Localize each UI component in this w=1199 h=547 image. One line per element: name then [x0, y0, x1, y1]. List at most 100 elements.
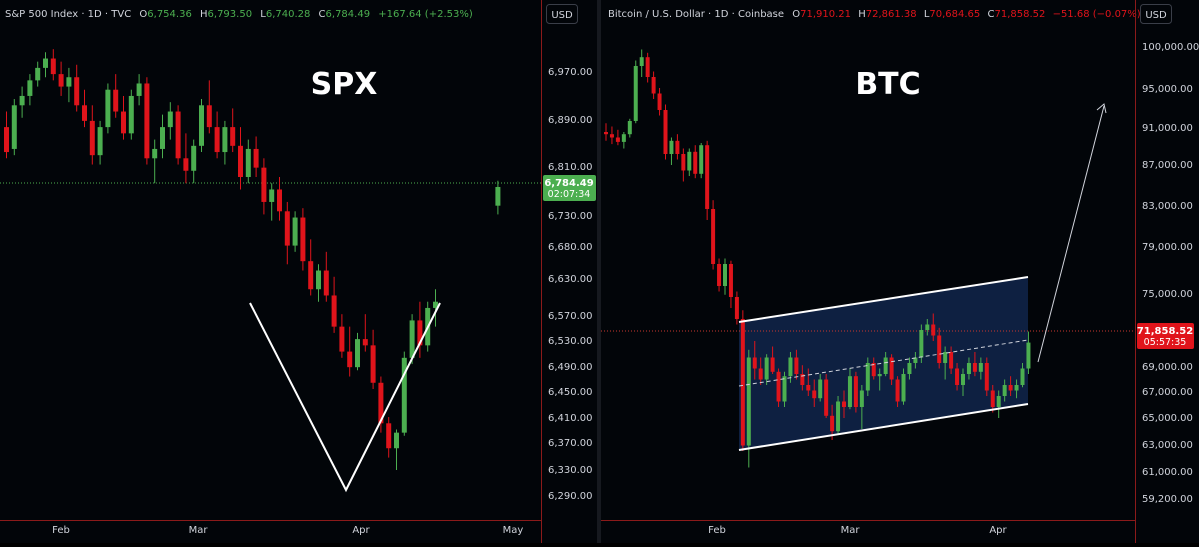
- btc-candle: [800, 365, 805, 391]
- btc-candle: [776, 368, 781, 407]
- btc-candle: [699, 143, 704, 179]
- btc-candle: [633, 60, 638, 124]
- spx-candle: [386, 417, 392, 458]
- spx-legend: S&P 500 Index · 1D · TVC O6,754.36 H6,79…: [5, 9, 473, 20]
- btc-candle: [818, 374, 823, 402]
- svg-text:05:57:35: 05:57:35: [1144, 337, 1187, 348]
- spx-candle: [74, 64, 80, 112]
- spx-candle: [175, 105, 181, 165]
- spx-candle: [136, 74, 142, 106]
- btc-price-tick-label: 87,000.00: [1142, 160, 1193, 171]
- btc-projection-arrow: [1037, 105, 1105, 363]
- btc-candle: [1002, 379, 1007, 402]
- btc-price-axis: 100,000.00 95,000.00 91,000.00 87,000.00 83,…: [1142, 42, 1199, 505]
- spx-price-axis: 6,970.00 6,890.00 6,810.00 6,730.00 6,680.00…: [548, 67, 593, 502]
- spx-candle: [238, 127, 243, 190]
- btc-price-tick-label: 100,000.00: [1142, 42, 1199, 53]
- spx-candle: [401, 351, 407, 436]
- spx-candle: [378, 376, 384, 433]
- spx-candle: [277, 177, 282, 221]
- spx-candle: [199, 99, 204, 153]
- btc-candle: [907, 357, 912, 380]
- btc-candle: [604, 123, 608, 141]
- spx-annotation-label: SPX: [311, 67, 378, 102]
- spx-candle: [66, 67, 72, 103]
- btc-time-tick-label: Mar: [841, 525, 861, 536]
- spx-price-tick-label: 6,890.00: [548, 115, 593, 126]
- spx-price-tick-label: 6,370.00: [548, 438, 593, 449]
- spx-candle: [362, 314, 368, 352]
- btc-candle: [687, 148, 692, 176]
- btc-channel-bottom-line: [738, 403, 1029, 451]
- spx-candle: [409, 314, 415, 365]
- svg-text:71,858.52: 71,858.52: [1137, 326, 1193, 337]
- btc-candle: [728, 260, 733, 308]
- spx-candle: [160, 114, 165, 159]
- spx-candle: [50, 49, 56, 81]
- btc-price-tick-label: 83,000.00: [1142, 201, 1193, 212]
- spx-candle: [152, 139, 158, 184]
- btc-candle: [972, 352, 977, 377]
- btc-candle: [663, 104, 668, 160]
- spx-candle: [355, 332, 360, 371]
- btc-candle: [723, 258, 727, 295]
- btc-candle: [734, 291, 739, 325]
- btc-candle: [1014, 379, 1019, 399]
- btc-candle: [1026, 331, 1031, 374]
- svg-text:6,784.49: 6,784.49: [544, 178, 593, 189]
- spx-candle: [300, 208, 306, 271]
- spx-candle: [292, 211, 298, 252]
- pane-divider[interactable]: [597, 0, 601, 543]
- btc-candle: [877, 368, 882, 391]
- btc-channel-top-line: [738, 276, 1029, 323]
- btc-candle: [883, 352, 888, 377]
- btc-price-tick-label: 63,000.00: [1142, 440, 1193, 451]
- btc-candle: [752, 341, 757, 380]
- spx-candle: [253, 136, 259, 177]
- spx-price-tick-label: 6,490.00: [548, 362, 593, 373]
- spx-price-tick-label: 6,290.00: [548, 491, 593, 502]
- btc-candle: [984, 357, 989, 396]
- svg-text:USD: USD: [1145, 10, 1167, 21]
- btc-candle: [627, 118, 632, 138]
- btc-candle: [711, 200, 716, 270]
- spx-candle: [58, 61, 64, 96]
- spx-price-tick-label: 6,730.00: [548, 211, 593, 222]
- btc-last-price-badge: 71,858.52 05:57:35: [1137, 323, 1194, 349]
- spx-candle: [214, 111, 220, 159]
- btc-currency-button[interactable]: USD: [1140, 4, 1172, 24]
- btc-candle: [615, 129, 620, 146]
- spx-candle: [269, 183, 275, 221]
- btc-pane: BTC Bitcoin / U.S. Dollar · 1D · Coinbas…: [601, 0, 1199, 543]
- btc-candle: [812, 379, 817, 407]
- spx-candle: [347, 326, 353, 377]
- btc-candle: [824, 374, 829, 418]
- btc-candle: [639, 49, 644, 77]
- spx-price-tick-label: 6,530.00: [548, 336, 593, 347]
- spx-currency-button[interactable]: USD: [546, 4, 578, 24]
- spx-price-tick-label: 6,810.00: [548, 162, 593, 173]
- btc-price-tick-label: 75,000.00: [1142, 289, 1193, 300]
- spx-price-tick-label: 6,970.00: [548, 67, 593, 78]
- btc-candle: [949, 346, 954, 374]
- btc-price-tick-label: 67,000.00: [1142, 387, 1193, 398]
- spx-time-axis: Feb Mar Apr May: [52, 525, 523, 536]
- btc-candle: [717, 258, 722, 292]
- btc-candle: [621, 132, 626, 149]
- spx-candle: [144, 77, 150, 165]
- btc-candle: [651, 71, 656, 99]
- btc-candle: [609, 126, 614, 145]
- btc-candles: [604, 49, 1031, 468]
- spx-candle: [27, 74, 33, 106]
- spx-candle: [323, 251, 329, 302]
- spx-candle: [284, 201, 290, 265]
- spx-price-tick-label: 6,410.00: [548, 413, 593, 424]
- btc-time-tick-label: Feb: [708, 525, 726, 536]
- spx-candle: [316, 264, 321, 302]
- btc-candle: [740, 310, 745, 451]
- btc-candle: [955, 363, 960, 391]
- btc-candle: [889, 354, 894, 385]
- btc-price-tick-label: 79,000.00: [1142, 242, 1193, 253]
- spx-time-tick-label: May: [503, 525, 524, 536]
- btc-candle: [990, 385, 995, 413]
